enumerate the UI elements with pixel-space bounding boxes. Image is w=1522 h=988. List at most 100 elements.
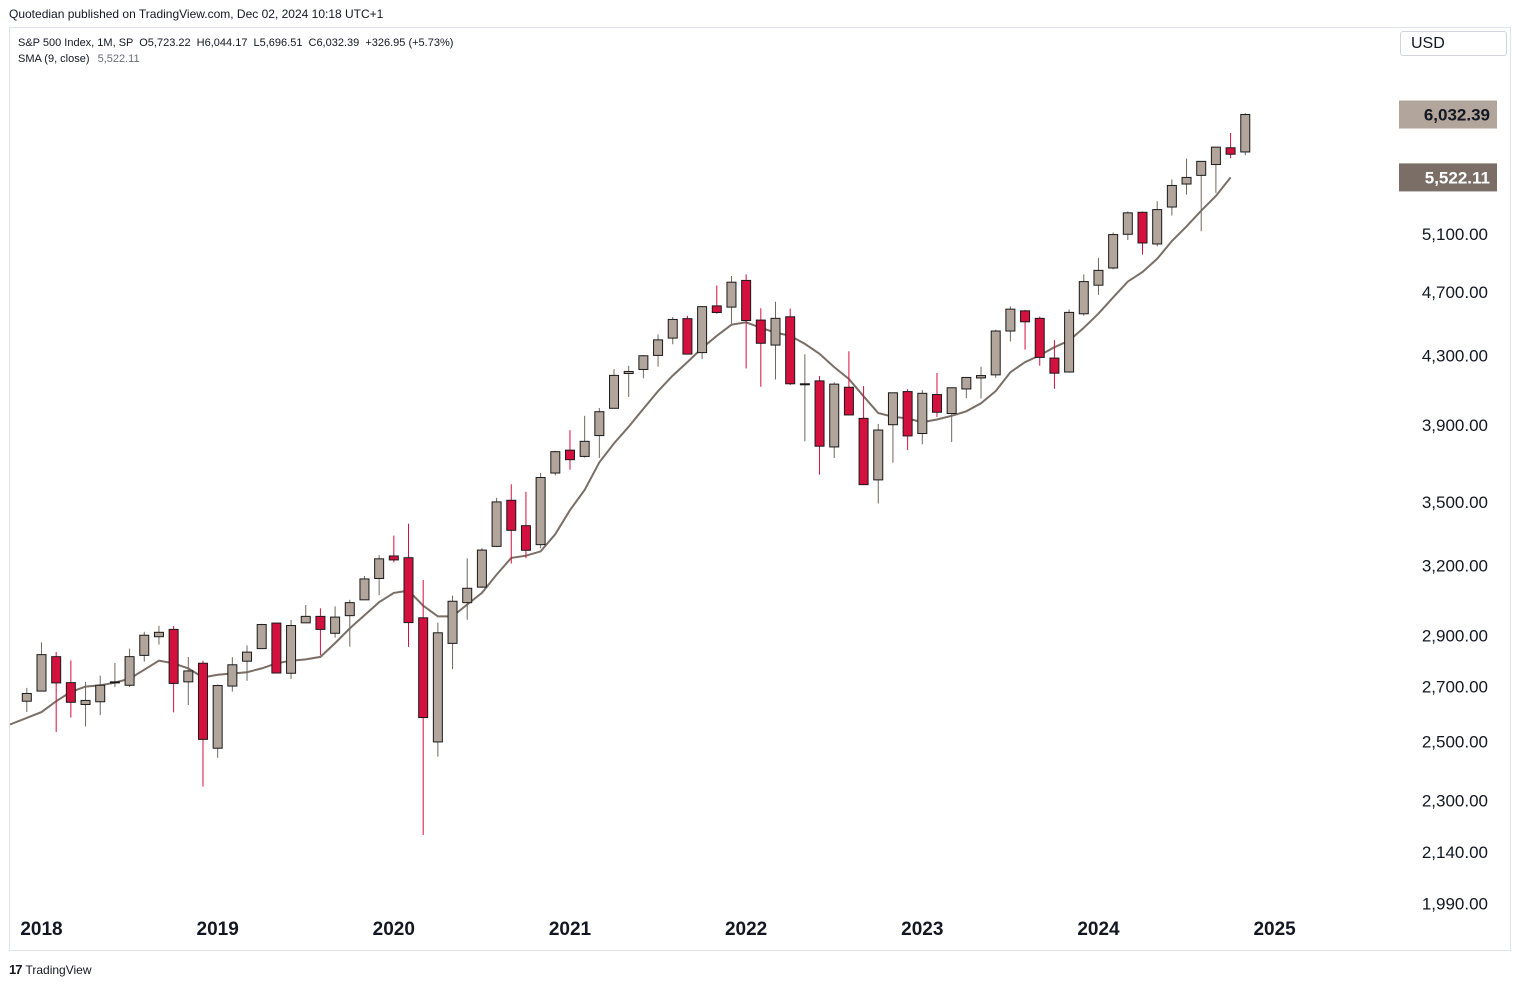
candle bbox=[506, 484, 517, 564]
candle-body bbox=[139, 634, 150, 656]
y-tick-label: 3,500.00 bbox=[1422, 493, 1488, 512]
candle bbox=[667, 317, 678, 345]
candle bbox=[550, 450, 561, 476]
currency-selector[interactable]: USD bbox=[1400, 31, 1507, 56]
candle bbox=[21, 687, 32, 713]
candle bbox=[36, 642, 47, 692]
candle-body bbox=[858, 417, 869, 486]
candle bbox=[388, 535, 399, 563]
candle-body bbox=[344, 602, 355, 617]
candle bbox=[843, 351, 854, 416]
candle-body bbox=[799, 383, 810, 386]
candle-body bbox=[697, 306, 708, 354]
candle bbox=[1049, 340, 1060, 389]
y-tick-label: 4,700.00 bbox=[1422, 283, 1488, 302]
candle bbox=[286, 619, 297, 679]
candle bbox=[609, 369, 620, 409]
candle-body bbox=[814, 380, 825, 447]
candle-body bbox=[917, 392, 928, 435]
candle-body bbox=[1108, 234, 1119, 269]
candle bbox=[594, 407, 605, 458]
candle-body bbox=[286, 625, 297, 674]
legend-close: C6,032.39 bbox=[308, 37, 360, 49]
candle-body bbox=[873, 429, 884, 481]
candle-body bbox=[653, 339, 664, 356]
chart-frame[interactable] bbox=[9, 27, 1511, 951]
legend-sma-line: SMA (9, close) 5,522.11 bbox=[18, 51, 453, 67]
y-tick-label: 5,100.00 bbox=[1422, 225, 1488, 244]
candle bbox=[887, 392, 898, 463]
legend-price-line: S&P 500 Index, 1M, SP O5,723.22 H6,044.1… bbox=[18, 35, 453, 51]
candle-body bbox=[359, 578, 370, 601]
candle bbox=[799, 354, 810, 442]
legend-open: O5,723.22 bbox=[139, 37, 191, 49]
candle bbox=[447, 595, 458, 670]
candle-body bbox=[197, 662, 208, 740]
candle bbox=[139, 631, 150, 662]
candle-body bbox=[418, 617, 429, 719]
candle bbox=[300, 604, 311, 624]
candle-body bbox=[242, 651, 253, 662]
candle-body bbox=[153, 631, 164, 638]
candle-body bbox=[183, 670, 194, 683]
candle-body bbox=[476, 549, 487, 588]
candle-body bbox=[1064, 311, 1075, 373]
candle bbox=[330, 606, 341, 638]
candle bbox=[109, 662, 120, 688]
candle bbox=[374, 555, 385, 596]
y-tick-label: 2,500.00 bbox=[1422, 732, 1488, 751]
candle-body bbox=[550, 451, 561, 474]
candle-body bbox=[520, 525, 531, 551]
y-tick-label: 2,700.00 bbox=[1422, 678, 1488, 697]
candle bbox=[403, 523, 414, 647]
candle bbox=[65, 660, 76, 718]
candle bbox=[1181, 158, 1192, 195]
candle bbox=[51, 651, 62, 733]
candle bbox=[1210, 146, 1221, 193]
candle-body bbox=[1034, 317, 1045, 358]
candle-body bbox=[931, 394, 942, 413]
candle-body bbox=[1181, 176, 1192, 185]
candle-body bbox=[1240, 114, 1251, 153]
candle bbox=[902, 389, 913, 450]
candle bbox=[476, 548, 487, 589]
candle-body bbox=[535, 477, 546, 546]
candle-body bbox=[1020, 310, 1031, 323]
candle bbox=[814, 376, 825, 475]
candle bbox=[212, 684, 223, 758]
candle-body bbox=[711, 305, 722, 314]
candle-body bbox=[1152, 209, 1163, 245]
candle bbox=[1196, 160, 1207, 232]
candle-body bbox=[447, 600, 458, 644]
candle bbox=[418, 580, 429, 835]
candle-body bbox=[80, 699, 91, 705]
last-price-tag: 6,032.39 bbox=[1399, 100, 1497, 129]
candle-body bbox=[579, 440, 590, 457]
candle bbox=[873, 423, 884, 504]
candle-body bbox=[741, 279, 752, 322]
candle-body bbox=[1005, 308, 1016, 332]
candle bbox=[197, 660, 208, 787]
candle-body bbox=[1225, 147, 1236, 155]
candle bbox=[1005, 306, 1016, 342]
candle-body bbox=[1093, 269, 1104, 286]
candle bbox=[491, 497, 502, 548]
sma-line bbox=[9, 176, 1232, 726]
y-tick-label: 2,900.00 bbox=[1422, 627, 1488, 646]
candle-body bbox=[506, 499, 517, 531]
candle bbox=[183, 656, 194, 706]
candle bbox=[1108, 232, 1119, 270]
candle-body bbox=[432, 632, 443, 743]
candle-body bbox=[564, 449, 575, 461]
candle bbox=[564, 430, 575, 470]
candle bbox=[1225, 132, 1236, 159]
candle-body bbox=[491, 501, 502, 547]
y-tick-label: 4,300.00 bbox=[1422, 346, 1488, 365]
candle bbox=[168, 625, 179, 713]
candle bbox=[961, 376, 972, 399]
candle-body bbox=[168, 628, 179, 684]
candle-body bbox=[21, 692, 32, 702]
tradingview-footer[interactable]: 17 TradingView bbox=[9, 962, 92, 977]
candle-body bbox=[1078, 281, 1089, 315]
